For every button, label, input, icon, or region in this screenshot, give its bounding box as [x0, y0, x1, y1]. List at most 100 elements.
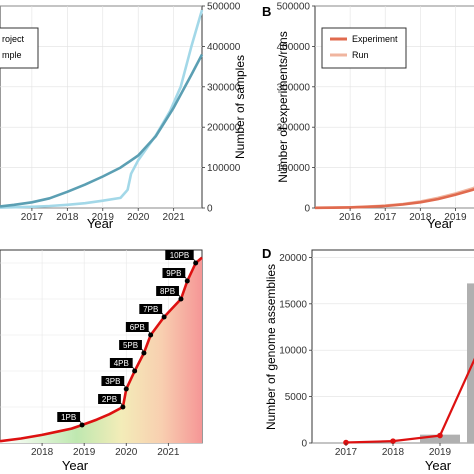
panel-a-legend: roject mple — [0, 27, 39, 69]
panel-d-bar — [467, 283, 474, 443]
panel-d-bar — [420, 434, 460, 443]
panel-b-legend-entry: Experiment — [352, 34, 398, 44]
panel-d-line-point — [437, 432, 443, 439]
panel-b-series — [314, 186, 474, 210]
panel-c-x-axis-label: Year — [62, 458, 89, 473]
panel-c-milestone-leader — [184, 276, 188, 282]
panel-b-x-tick-label: 2018 — [409, 212, 432, 223]
panel-c-milestone-label: 4PB — [114, 359, 129, 368]
panel-a-x-axis: 2017 2018 2019 2020 2021 — [21, 208, 185, 223]
panel-a-x-tick-label: 2020 — [127, 212, 150, 223]
panel-c-milestone-box — [125, 322, 149, 332]
panel-b-y-tick-label: 400000 — [277, 42, 311, 53]
panel-d-bars — [420, 283, 474, 443]
panel-a-y-tick-label: 0 — [207, 204, 213, 215]
panel-c-milestone-leader — [148, 330, 152, 336]
panel-a-y-tick-label: 500000 — [207, 2, 241, 13]
panel-a-x-tick-label: 2017 — [21, 212, 44, 223]
panel-a-y-axis-label: Number of samples — [233, 55, 247, 159]
panel-a-x-tick-label: 2021 — [163, 212, 186, 223]
panel-c-area-fill — [0, 257, 202, 443]
panel-c-milestone-leader — [120, 402, 124, 408]
panel-d-y-tick-label: 20000 — [279, 253, 307, 264]
panel-c-x-tick-label: 2020 — [115, 447, 138, 458]
panel-c-milestone-box — [57, 412, 81, 422]
panel-c-milestone-box — [119, 340, 142, 350]
panel-d-y-axis: 0 5000 10000 15000 20000 — [279, 253, 312, 450]
panel-a-x-tick-label: 2018 — [56, 212, 79, 223]
panel-b-y-axis: 0 100000 200000 300000 400000 500000 — [277, 2, 315, 215]
panel-a-x-axis-label: Year — [87, 216, 114, 231]
panel-a-legend-box — [0, 27, 39, 69]
panel-c-milestone-box — [101, 376, 125, 386]
panel-b-y-tick-label: 0 — [304, 204, 310, 215]
panel-b-x-tick-label: 2017 — [374, 212, 397, 223]
panel-c-milestone-label: 1PB — [61, 413, 76, 422]
panel-c-milestone-leader — [132, 366, 136, 372]
panel-c-milestone-label: 7PB — [143, 305, 158, 314]
panel-c-milestone-box — [162, 268, 186, 278]
panel-d-line-path — [345, 357, 474, 444]
panel-c-milestone-box — [139, 304, 163, 314]
panel-d-x-tick-label: 2017 — [335, 447, 358, 458]
panel-c-milestone-box — [165, 250, 194, 260]
panel-a: 0 100000 200000 300000 400000 500000 2017 2018… — [0, 2, 247, 231]
panel-d-y-tick-label: 0 — [301, 439, 307, 450]
panel-a-x-tick-label: 2019 — [92, 212, 115, 223]
panel-b-legend-box — [321, 27, 407, 69]
panel-c-x-axis: 2018 2019 2020 2021 — [31, 443, 180, 458]
panel-c-milestone-leader — [79, 420, 83, 426]
panel-a-series-line — [0, 53, 204, 208]
panel-a-series-line — [0, 9, 204, 209]
panel-b-legend-entry: Run — [352, 50, 369, 60]
panel-a-y-tick-label: 400000 — [207, 42, 241, 53]
panel-d-y-tick-label: 10000 — [279, 346, 307, 357]
panel-b-letter: B — [262, 4, 271, 19]
panel-d-plot-background — [311, 249, 474, 444]
panel-d-line-point — [390, 438, 396, 444]
panel-d-x-tick-label: 2019 — [429, 447, 452, 458]
panel-c-milestone-leader — [193, 258, 197, 264]
panel-b-y-tick-label: 500000 — [277, 2, 311, 13]
panel-a-series — [0, 9, 204, 209]
panel-a-y-tick-label: 300000 — [207, 82, 241, 93]
panel-d-gridlines — [312, 257, 474, 444]
panel-d-y-tick-label: 5000 — [285, 392, 308, 403]
panel-c-milestone-leader — [178, 294, 182, 300]
panel-c-milestone-leader — [161, 312, 165, 318]
panel-c-x-tick-label: 2019 — [73, 447, 96, 458]
panel-a-legend-entry: mple — [2, 50, 22, 60]
panel-c-milestone-label: 8PB — [160, 287, 175, 296]
panel-d-letter: D — [262, 246, 271, 261]
panel-b-x-tick-label: 2019 — [444, 212, 467, 223]
panel-b-y-tick-label: 200000 — [277, 123, 311, 134]
panel-c-x-tick-label: 2021 — [157, 447, 180, 458]
panel-d-line-point — [343, 439, 349, 446]
panel-c-milestone-label: 6PB — [130, 323, 145, 332]
panel-d-y-axis-label: Number of genome assemblies — [264, 264, 278, 430]
panel-c-milestone-leader — [141, 348, 145, 354]
panel-b-y-tick-label: 100000 — [277, 163, 311, 174]
panel-c-milestone-label: 9PB — [166, 269, 181, 278]
panel-a-y-tick-label: 200000 — [207, 123, 241, 134]
panel-b-x-axis-label: Year — [427, 216, 454, 231]
panel-c-milestone-box — [156, 286, 179, 296]
panel-c-milestone-label: 5PB — [123, 341, 138, 350]
panel-c-milestone-box — [109, 358, 133, 368]
panel-b-legend: Experiment Run — [321, 27, 407, 69]
panel-a-y-tick-label: 100000 — [207, 163, 241, 174]
panel-d-x-axis-label: Year — [425, 458, 452, 473]
panel-c-x-tick-label: 2018 — [31, 447, 54, 458]
panel-d-y-tick-label: 15000 — [279, 299, 307, 310]
panel-a-legend-entry: roject — [2, 34, 25, 44]
panel-d-x-tick-label: 2018 — [382, 447, 405, 458]
panel-b-series-line — [314, 187, 474, 210]
panel-d-x-axis: 2017 2018 2019 — [335, 443, 452, 458]
panel-a-y-axis: 0 100000 200000 300000 400000 500000 — [202, 2, 241, 215]
panel-b-x-tick-label: 2016 — [339, 212, 362, 223]
panel-c-milestone-label: 2PB — [102, 395, 117, 404]
